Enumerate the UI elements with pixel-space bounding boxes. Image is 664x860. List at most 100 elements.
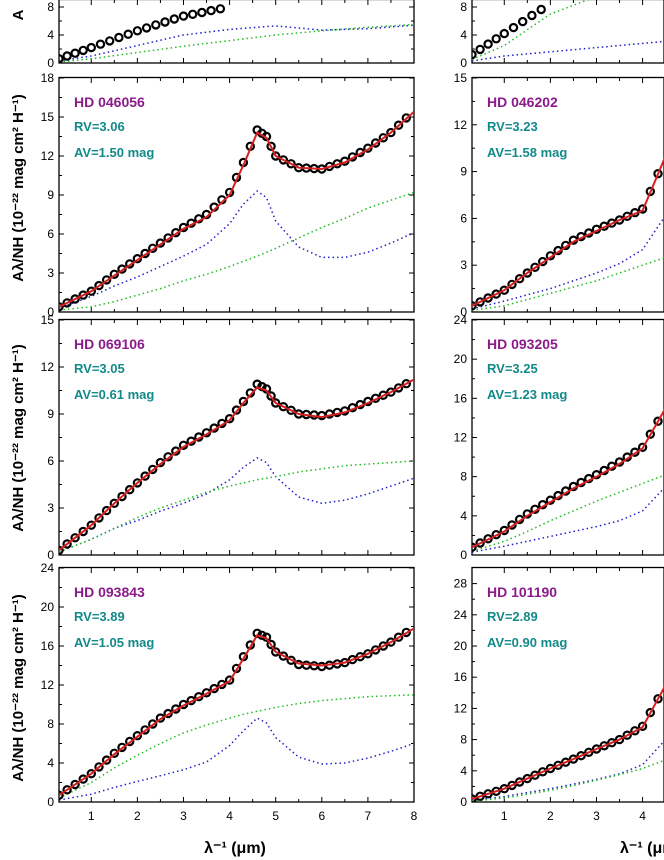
x-tick-label: 1 xyxy=(88,809,95,823)
x-tick-label: 8 xyxy=(411,809,418,823)
plot-frame xyxy=(471,566,664,803)
observed-point xyxy=(614,215,625,225)
observed-point xyxy=(378,133,388,143)
rv-value: RV=3.23 xyxy=(487,119,538,134)
observed-point xyxy=(78,290,88,300)
blue-component-line xyxy=(472,487,664,553)
x-tick-label: 2 xyxy=(547,809,554,823)
y-tick-label: 9 xyxy=(460,165,467,179)
observed-point xyxy=(475,538,485,548)
observed-point xyxy=(215,4,226,14)
y-tick-label: 24 xyxy=(454,313,468,327)
observed-point xyxy=(653,168,663,179)
observed-point xyxy=(70,48,80,58)
observed-point xyxy=(483,293,493,303)
x-tick-label: 6 xyxy=(318,809,325,823)
observed-point xyxy=(653,694,663,704)
observed-point xyxy=(271,647,281,657)
observed-point xyxy=(123,29,133,39)
observed-point xyxy=(286,405,296,415)
observed-point xyxy=(499,784,509,794)
observed-point xyxy=(59,790,64,800)
y-tick-label: 8 xyxy=(460,0,467,14)
y-tick-label: 9 xyxy=(47,188,54,202)
observed-point xyxy=(101,755,112,765)
observed-point xyxy=(645,186,656,197)
model-fit-line xyxy=(59,378,414,552)
av-value: AV=1.50 mag xyxy=(74,145,154,160)
observed-point xyxy=(370,138,381,148)
observed-point xyxy=(630,726,640,736)
y-tick-label: 15 xyxy=(454,71,468,85)
observed-point xyxy=(370,645,381,655)
observed-point xyxy=(62,51,72,61)
observed-point xyxy=(86,286,97,296)
blue-component-line xyxy=(59,717,414,801)
observed-point xyxy=(401,379,411,389)
observed-point xyxy=(178,11,189,21)
observed-point xyxy=(527,10,537,21)
observed-point xyxy=(117,491,127,502)
rv-value: RV=3.25 xyxy=(487,361,538,376)
y-tick-label: 20 xyxy=(41,600,55,614)
y-tick-label: 28 xyxy=(454,577,468,591)
av-value: AV=0.90 mag xyxy=(487,635,567,650)
observed-point xyxy=(62,539,72,549)
observed-point xyxy=(266,141,276,151)
star-name: HD 093843 xyxy=(74,584,145,600)
observed-point xyxy=(101,275,112,285)
x-tick-label: 4 xyxy=(639,809,646,823)
y-tick-label: 12 xyxy=(454,431,468,445)
y-tick-label: 20 xyxy=(454,352,468,366)
observed-point xyxy=(483,39,493,49)
observed-point xyxy=(499,28,509,39)
observed-point xyxy=(507,780,517,791)
observed-point xyxy=(536,4,546,15)
observed-point xyxy=(591,744,602,754)
y-tick-label: 24 xyxy=(41,561,55,575)
observed-point xyxy=(224,675,235,685)
observed-point xyxy=(78,45,88,56)
observed-point xyxy=(278,155,289,165)
observed-point xyxy=(224,414,235,424)
green-component-line xyxy=(59,191,414,311)
plot-area xyxy=(472,685,664,802)
chart-panel-5: 0 4 8 12 16 20 24 HD 093205 RV=3.25 AV=1.23 mag xyxy=(454,313,664,562)
observed-point xyxy=(147,464,158,475)
observed-point xyxy=(475,297,485,307)
observed-point xyxy=(95,39,106,49)
observed-point xyxy=(607,738,617,748)
y-axis-label-row1: Aλ/NH (10⁻²² mag cm² H⁻¹) xyxy=(10,94,27,282)
y-tick-label: 6 xyxy=(47,227,54,241)
x-tick-label: 4 xyxy=(226,809,233,823)
observed-point xyxy=(132,26,143,36)
observed-point xyxy=(271,398,281,408)
y-tick-label: 8 xyxy=(460,470,467,484)
rv-value: RV=2.89 xyxy=(487,609,538,624)
observed-point xyxy=(266,391,276,401)
observed-point xyxy=(472,542,477,552)
observed-point xyxy=(278,651,289,661)
y-tick-label: 0 xyxy=(47,56,54,70)
av-value: AV=1.05 mag xyxy=(74,635,154,650)
star-name: HD 046202 xyxy=(487,94,558,110)
observed-point xyxy=(393,120,404,130)
observed-point xyxy=(522,773,533,784)
green-component-line xyxy=(472,257,664,312)
observed-point xyxy=(86,520,97,530)
star-name: HD 069106 xyxy=(74,336,145,352)
observed-point xyxy=(271,151,281,161)
observed-point xyxy=(599,741,609,751)
observed-point xyxy=(483,534,493,544)
observed-point xyxy=(514,274,525,284)
rv-value: RV=3.05 xyxy=(74,361,125,376)
observed-point xyxy=(386,637,396,647)
observed-point xyxy=(187,9,198,20)
y-tick-label: 0 xyxy=(47,795,54,809)
observed-point xyxy=(363,649,373,659)
observed-point xyxy=(266,639,276,650)
observed-point xyxy=(59,302,64,312)
blue-component-line xyxy=(59,457,414,553)
rv-value: RV=3.89 xyxy=(74,609,125,624)
x-tick-label: 7 xyxy=(365,809,372,823)
